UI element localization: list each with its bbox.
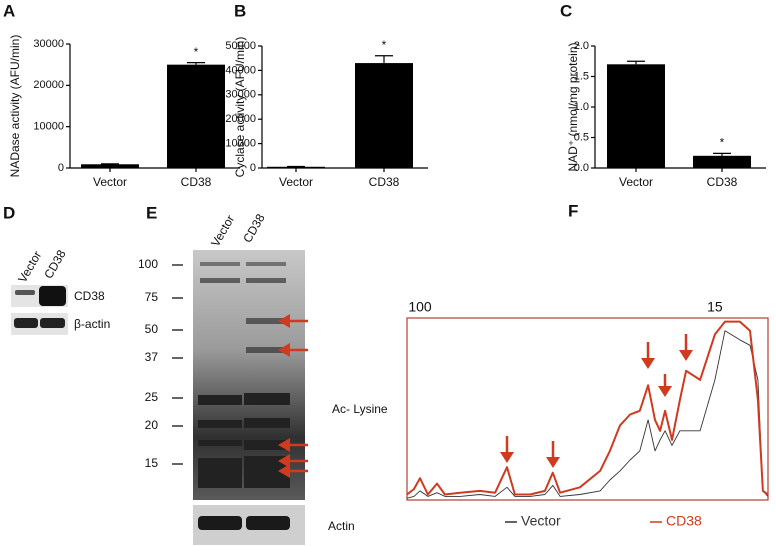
- plot-frame: [406, 317, 769, 501]
- y-tick-label: 0: [58, 162, 64, 174]
- band: [246, 516, 290, 530]
- bar: [167, 64, 225, 168]
- x-tick-label: Vector: [279, 175, 313, 189]
- marker-label: 15: [145, 456, 159, 470]
- x-tick-label: 15: [707, 299, 723, 315]
- bar: [267, 166, 325, 168]
- row-label: Ac- Lysine: [332, 402, 388, 416]
- bar: [693, 155, 751, 168]
- lane-label: CD38: [240, 211, 268, 245]
- panel-letter: C: [560, 1, 572, 20]
- row-label: Actin: [328, 519, 355, 533]
- marker-label: 50: [145, 322, 159, 336]
- y-axis-label: NAD⁺ (nmol/mg protein): [566, 42, 580, 171]
- band: [39, 286, 66, 306]
- profile-arrows: [500, 334, 693, 468]
- x-tick-label: CD38: [181, 175, 212, 189]
- lane-label: CD38: [41, 247, 69, 281]
- marker-label: 75: [145, 290, 159, 304]
- x-tick-label: Vector: [619, 175, 653, 189]
- lane-label: Vector: [208, 213, 237, 249]
- y-tick-label: 50000: [225, 40, 256, 52]
- y-tick-label: 1.0: [574, 101, 589, 113]
- marker-labels: 100 75 50 37 25 20 15: [138, 257, 158, 470]
- y-tick-label: 30000: [33, 38, 64, 50]
- x-tick-label: Vector: [93, 175, 127, 189]
- blot-e: E Vector CD38 100 75 50 37 25 20 15: [138, 203, 388, 545]
- bands: [198, 262, 290, 488]
- marker-label: 20: [145, 418, 159, 432]
- marker-label: 100: [138, 257, 158, 271]
- bar: [607, 64, 665, 168]
- x-tick-label: 100: [408, 299, 432, 315]
- y-tick-label: 30000: [225, 89, 256, 101]
- panel-letter: F: [568, 201, 578, 220]
- y-tick-label: 10000: [33, 121, 64, 133]
- band: [14, 318, 38, 328]
- arrows: [278, 314, 308, 478]
- y-tick-label: 0: [250, 162, 256, 174]
- bar: [355, 63, 413, 168]
- panel-letter: B: [234, 1, 246, 20]
- marker-dashes: [172, 264, 183, 465]
- marker-label: 25: [145, 390, 159, 404]
- y-tick-label: 0.0: [574, 162, 589, 174]
- lane-label: Vector: [15, 249, 44, 285]
- band: [198, 516, 242, 530]
- row-label: CD38: [74, 289, 105, 303]
- series-line: [406, 330, 769, 499]
- y-tick-label: 20000: [33, 79, 64, 91]
- x-tick-label: CD38: [369, 175, 400, 189]
- y-tick-label: 10000: [225, 138, 256, 150]
- significance: *: [194, 45, 199, 59]
- bar: [81, 164, 139, 168]
- y-tick-label: 40000: [225, 64, 256, 76]
- y-tick-label: 2.0: [574, 40, 589, 52]
- y-tick-label: 20000: [225, 113, 256, 125]
- panel-letter: E: [146, 203, 157, 222]
- panel-letter: A: [3, 1, 15, 20]
- y-axis-label: Cyclase activity (AFU/min): [233, 37, 247, 178]
- y-axis-label: NADase activity (AFU/min): [8, 35, 22, 178]
- blot-d: D Vector CD38 CD38 β-actin: [3, 203, 110, 335]
- band: [40, 318, 65, 328]
- y-tick-label: 1.5: [574, 70, 589, 82]
- panel-letter: D: [3, 203, 15, 222]
- y-tick-label: 0.5: [574, 131, 589, 143]
- band: [15, 290, 35, 295]
- legend-label: CD38: [666, 513, 702, 529]
- significance: *: [720, 136, 725, 150]
- legend-label: Vector: [521, 513, 561, 529]
- series-line: [406, 320, 769, 496]
- row-label: β-actin: [74, 317, 110, 331]
- marker-label: 37: [145, 350, 159, 364]
- x-tick-label: CD38: [707, 175, 738, 189]
- significance: *: [382, 38, 387, 52]
